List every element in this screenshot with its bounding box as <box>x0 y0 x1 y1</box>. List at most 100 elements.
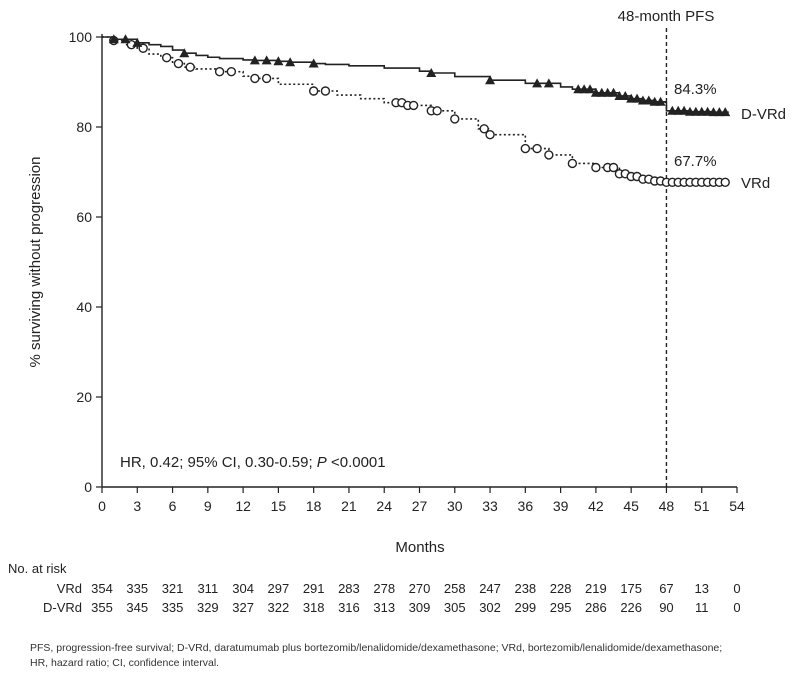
footnote-line-2: HR, hazard ratio; CI, confidence interva… <box>30 657 220 669</box>
at-risk-value: 175 <box>620 581 642 596</box>
p-symbol: P <box>317 454 327 471</box>
y-tick-label: 80 <box>76 119 92 135</box>
vrd-censor-mark <box>432 106 442 116</box>
x-tick-label: 54 <box>729 498 745 514</box>
at-risk-value: 329 <box>197 600 219 615</box>
dvrd-series-label: D-VRd <box>741 106 786 123</box>
vrd-censor-mark <box>214 66 225 77</box>
vrd-end-percent: 67.7% <box>674 153 717 170</box>
at-risk-value: 295 <box>550 600 572 615</box>
dvrd-censor-mark <box>585 84 596 94</box>
vrd-censor-mark <box>161 53 172 63</box>
x-tick-label: 39 <box>553 498 569 514</box>
at-risk-value: 305 <box>444 600 466 615</box>
x-tick-label: 27 <box>412 498 428 514</box>
at-risk-value: 219 <box>585 581 607 596</box>
at-risk-value: 327 <box>232 600 254 615</box>
at-risk-value: 318 <box>303 600 325 615</box>
dvrd-end-percent: 84.3% <box>674 81 717 98</box>
at-risk-row-label-vrd: VRd <box>57 581 82 596</box>
x-tick-label: 9 <box>204 498 212 514</box>
at-risk-value: 311 <box>197 581 218 596</box>
at-risk-value: 238 <box>514 581 536 596</box>
dvrd-censor-mark <box>179 48 190 58</box>
at-risk-value: 90 <box>659 600 673 615</box>
dvrd-censor-mark <box>261 55 272 65</box>
dvrd-censor-mark <box>679 105 690 115</box>
vrd-censor-mark <box>520 143 531 154</box>
x-tick-label: 6 <box>169 498 177 514</box>
vrd-censor-mark <box>479 124 489 134</box>
at-risk-row-label-dvrd: D-VRd <box>43 600 82 615</box>
dvrd-censor-mark <box>632 93 643 103</box>
at-risk-value: 354 <box>91 581 113 596</box>
y-axis-label: % surviving without progression <box>27 157 44 368</box>
dvrd-censor-mark <box>543 78 554 88</box>
p-value-text: <0.0001 <box>327 454 386 471</box>
at-risk-value: 322 <box>268 600 290 615</box>
x-tick-label: 33 <box>482 498 498 514</box>
at-risk-value: 355 <box>91 600 113 615</box>
at-risk-value: 11 <box>695 600 709 615</box>
dvrd-censor-mark <box>273 56 284 66</box>
survival-curves <box>102 34 731 188</box>
vrd-censor-mark <box>308 86 319 96</box>
x-tick-label: 0 <box>98 498 106 514</box>
dvrd-censor-mark <box>249 55 260 65</box>
x-tick-label: 51 <box>694 498 710 514</box>
footnote-line-1: PFS, progression-free survival; D-VRd, d… <box>30 642 723 654</box>
x-tick-label: 12 <box>235 498 251 514</box>
dvrd-censor-mark <box>108 34 119 44</box>
at-risk-value: 309 <box>409 600 431 615</box>
y-tick-label: 20 <box>76 389 92 405</box>
x-tick-label: 30 <box>447 498 463 514</box>
vrd-censor-mark <box>408 100 419 111</box>
at-risk-value: 313 <box>373 600 395 615</box>
x-tick-label: 42 <box>588 498 604 514</box>
dvrd-censor-mark <box>643 95 654 105</box>
at-risk-value: 297 <box>268 581 290 596</box>
at-risk-value: 270 <box>409 581 431 596</box>
vrd-censor-mark <box>226 66 237 77</box>
x-tick-label: 21 <box>341 498 357 514</box>
at-risk-value: 286 <box>585 600 607 615</box>
y-tick-label: 100 <box>69 29 93 45</box>
at-risk-value: 247 <box>479 581 501 596</box>
vrd-censor-mark <box>720 177 730 188</box>
dvrd-censor-mark <box>308 58 319 68</box>
at-risk-values: 354 335 321 311 304 297 291 283 278 270 258 247 238 2… <box>91 581 740 615</box>
y-tick-label: 40 <box>76 299 92 315</box>
vrd-censor-mark <box>532 143 542 154</box>
x-tick-label: 48 <box>659 498 675 514</box>
at-risk-value: 258 <box>444 581 466 596</box>
chart-labels: % surviving without progression Months 4… <box>27 8 786 556</box>
at-risk-value: 67 <box>659 581 673 596</box>
at-risk-value: 345 <box>126 600 148 615</box>
x-tick-label: 18 <box>306 498 322 514</box>
at-risk-value: 335 <box>126 581 148 596</box>
at-risk-value: 226 <box>620 600 642 615</box>
hr-ci-text: HR, 0.42; 95% CI, 0.30-0.59; <box>120 454 317 471</box>
hr-annotation: HR, 0.42; 95% CI, 0.30-0.59; P <0.0001 <box>120 454 386 471</box>
dvrd-censor-mark <box>720 107 731 117</box>
vrd-censor-mark <box>567 158 578 169</box>
at-risk-value: 302 <box>479 600 501 615</box>
vrd-censor-mark <box>185 62 195 72</box>
dvrd-censor-mark <box>532 78 543 88</box>
footnote: PFS, progression-free survival; D-VRd, d… <box>30 641 790 671</box>
at-risk-title: No. at risk <box>8 561 67 576</box>
at-risk-value: 228 <box>550 581 572 596</box>
vrd-censor-mark <box>608 162 619 173</box>
x-tick-label: 45 <box>623 498 639 514</box>
at-risk-value: 0 <box>733 581 740 596</box>
vrd-censor-mark <box>250 73 260 84</box>
vrd-censor-mark <box>544 150 554 160</box>
at-risk-table: No. at risk VRd D-VRd 354 335 321 311 304 297… <box>8 561 741 615</box>
at-risk-value: 291 <box>303 581 325 596</box>
at-risk-value: 0 <box>733 600 740 615</box>
vrd-censor-mark <box>485 129 495 140</box>
x-tick-label: 36 <box>518 498 534 514</box>
at-risk-value: 13 <box>694 581 708 596</box>
x-tick-label: 15 <box>271 498 287 514</box>
